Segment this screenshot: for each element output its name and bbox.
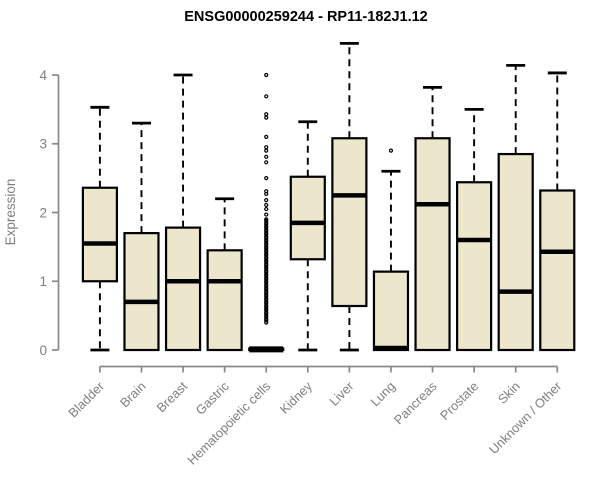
iqr-box xyxy=(456,181,493,352)
outlier-point xyxy=(264,112,269,117)
x-category-label-kidney: Kidney xyxy=(277,378,316,417)
y-tick-label: 0 xyxy=(39,343,47,358)
y-tick-label: 3 xyxy=(39,137,47,152)
x-category-label-skin: Skin xyxy=(495,379,523,407)
box-skin xyxy=(497,63,534,352)
outlier-point xyxy=(264,217,269,222)
iqr-box xyxy=(123,232,160,352)
x-category-label-pancreas: Pancreas xyxy=(391,379,440,428)
outlier-point xyxy=(264,154,269,159)
iqr-box xyxy=(497,152,534,352)
iqr-box xyxy=(289,175,326,261)
x-category-label-gastric: Gastric xyxy=(192,378,232,418)
outlier-point xyxy=(264,176,269,181)
box-gastric xyxy=(206,197,243,352)
outlier-point xyxy=(264,189,269,194)
x-category-label-brain: Brain xyxy=(117,379,149,411)
box-breast xyxy=(164,73,202,352)
outlier-point xyxy=(264,206,269,212)
outlier-point xyxy=(264,72,269,78)
box-brain xyxy=(123,121,160,352)
y-tick-label: 4 xyxy=(39,68,47,83)
box-series xyxy=(81,41,576,353)
box-prostate xyxy=(456,107,493,352)
y-tick-label: 2 xyxy=(39,205,47,220)
x-category-label-prostate: Prostate xyxy=(437,379,481,423)
outlier-point xyxy=(264,198,269,203)
outlier-point xyxy=(264,115,269,120)
outlier-point xyxy=(388,148,394,153)
box-liver xyxy=(331,41,368,352)
iqr-box xyxy=(414,137,451,352)
box-lung xyxy=(372,148,410,352)
box-pancreas xyxy=(414,85,451,352)
y-tick-label: 1 xyxy=(39,274,47,289)
outlier-point xyxy=(264,145,269,150)
box-hematopoietic-cells xyxy=(248,72,285,353)
iqr-box xyxy=(331,137,368,308)
box-kidney xyxy=(289,120,326,352)
outlier-point xyxy=(264,94,269,99)
x-category-label-unknown-other: Unknown / Other xyxy=(486,378,565,457)
chart-title: ENSG00000259244 - RP11-182J1.12 xyxy=(184,9,427,25)
box-bladder xyxy=(81,105,119,352)
iqr-box xyxy=(372,270,410,352)
outlier-point xyxy=(264,134,269,139)
outlier-point xyxy=(264,212,269,217)
x-category-label-breast: Breast xyxy=(153,378,190,415)
x-category-label-liver: Liver xyxy=(326,378,357,409)
iqr-box xyxy=(539,189,576,352)
iqr-box xyxy=(164,226,202,352)
iqr-box xyxy=(81,186,119,283)
iqr-box xyxy=(206,249,243,352)
outlier-point xyxy=(264,148,269,153)
outlier-point xyxy=(264,160,269,165)
x-category-label-lung: Lung xyxy=(367,379,398,410)
x-category-label-bladder: Bladder xyxy=(65,378,107,420)
y-axis-label: Expression xyxy=(3,179,18,246)
box-unknown-other xyxy=(539,71,576,352)
outlier-point xyxy=(264,202,269,208)
